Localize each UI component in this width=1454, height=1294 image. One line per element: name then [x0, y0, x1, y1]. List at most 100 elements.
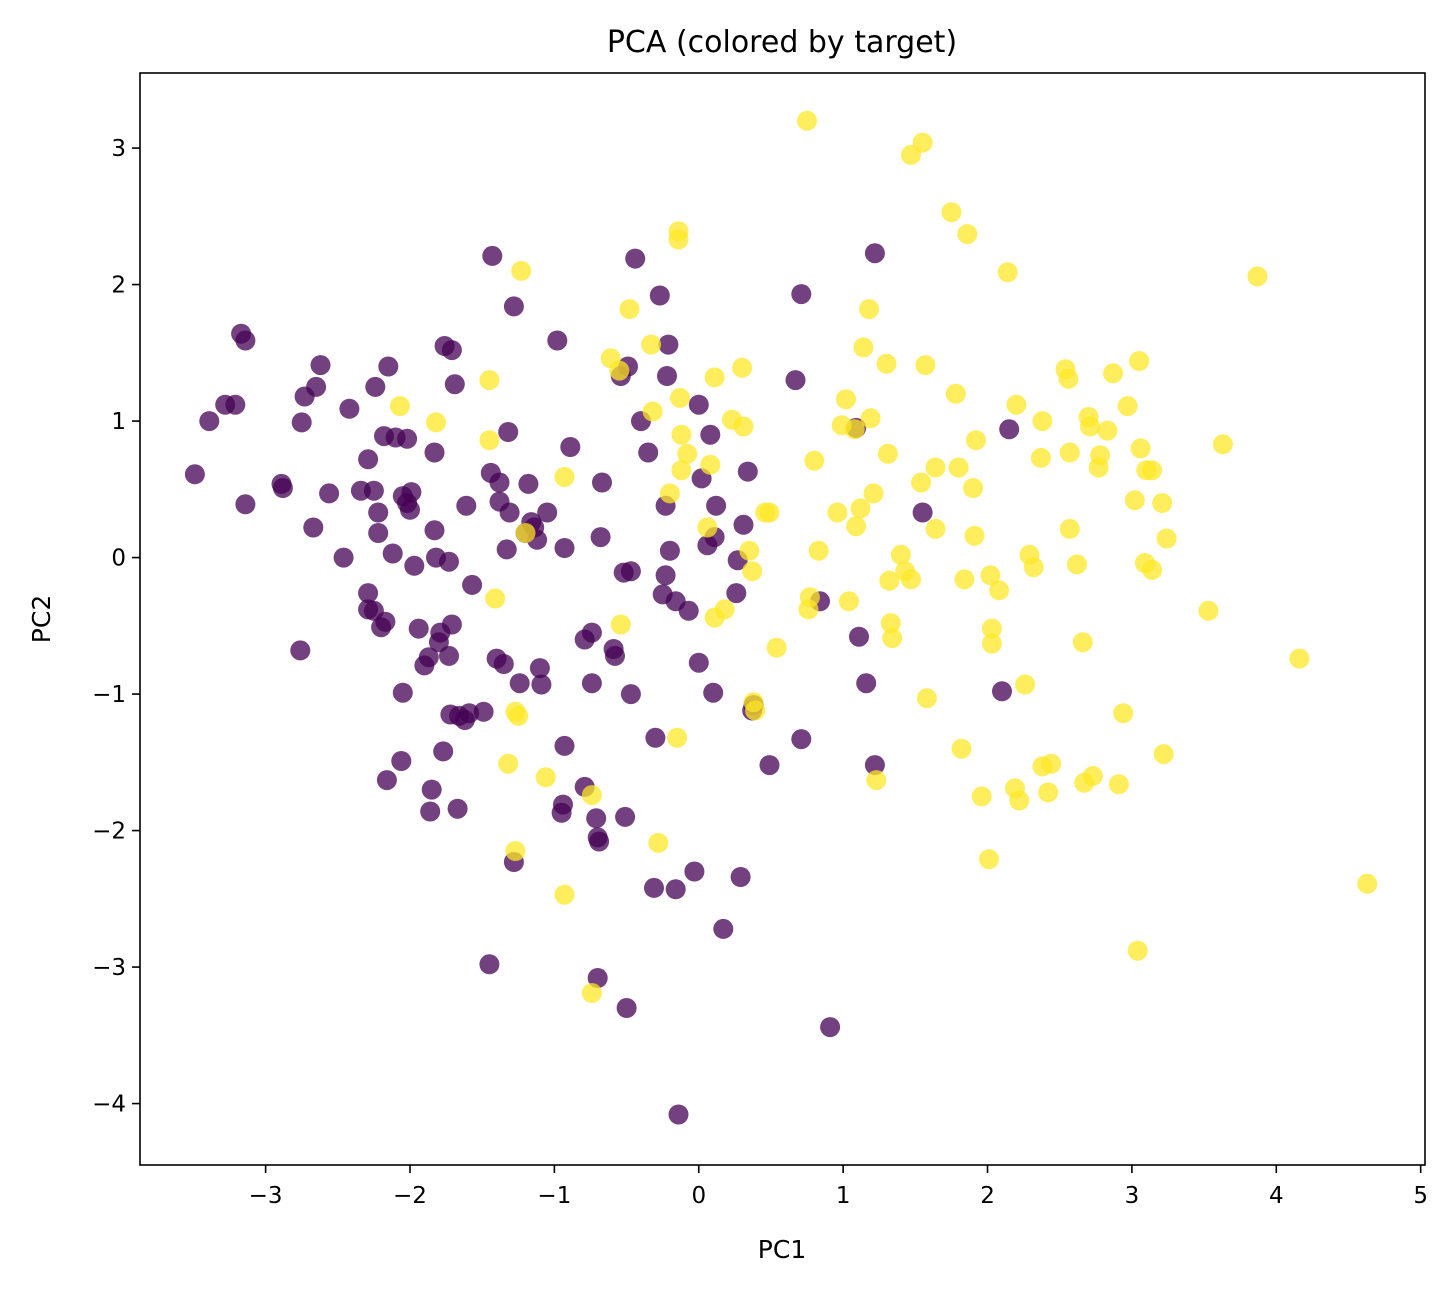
- scatter-point-class-1: [642, 401, 663, 422]
- scatter-point-class-1: [1127, 940, 1148, 961]
- scatter-point-class-0: [684, 861, 705, 882]
- scatter-point-class-1: [1090, 445, 1111, 466]
- scatter-point-class-0: [999, 419, 1020, 440]
- scatter-point-class-0: [303, 517, 324, 538]
- scatter-point-class-1: [535, 767, 556, 788]
- scatter-point-class-1: [850, 498, 871, 519]
- scatter-point-class-1: [1058, 368, 1079, 389]
- scatter-point-class-0: [849, 626, 869, 647]
- scatter-point-class-1: [426, 412, 446, 433]
- scatter-point-class-1: [479, 370, 500, 391]
- scatter-point-class-1: [971, 786, 992, 807]
- scatter-point-class-0: [726, 583, 747, 604]
- scatter-point-class-1: [1247, 266, 1268, 287]
- scatter-point-class-1: [1142, 559, 1163, 580]
- scatter-point-class-0: [785, 370, 806, 391]
- scatter-point-class-0: [441, 614, 462, 635]
- scatter-point-class-0: [439, 551, 459, 572]
- y-tick-label: −1: [92, 682, 126, 708]
- scatter-point-class-0: [537, 502, 558, 523]
- scatter-point-class-0: [503, 296, 524, 317]
- scatter-point-class-0: [408, 618, 429, 639]
- scatter-point-class-1: [505, 841, 526, 861]
- scatter-point-class-1: [581, 785, 602, 806]
- scatter-point-class-0: [498, 422, 519, 442]
- scatter-point-class-0: [678, 600, 699, 621]
- scatter-point-class-1: [1038, 782, 1059, 803]
- scatter-point-class-1: [668, 229, 689, 250]
- scatter-point-class-0: [820, 1017, 841, 1038]
- points-layer: [184, 110, 1378, 1125]
- scatter-point-class-1: [981, 618, 1002, 639]
- scatter-point-class-1: [981, 633, 1002, 654]
- scatter-point-class-0: [791, 284, 812, 305]
- scatter-point-class-1: [1113, 703, 1134, 724]
- x-axis-ticks: −3 −2 −1 0 1 2 3 4 5: [249, 1165, 1428, 1209]
- scatter-point-class-0: [657, 366, 677, 386]
- scatter-point-class-1: [797, 110, 817, 131]
- scatter-point-class-0: [649, 285, 670, 306]
- scatter-point-class-1: [766, 637, 787, 658]
- scatter-point-class-1: [844, 419, 865, 440]
- scatter-point-class-0: [589, 831, 610, 852]
- scatter-point-class-1: [1030, 447, 1051, 468]
- scatter-point-class-0: [605, 645, 625, 666]
- scatter-point-class-1: [1072, 632, 1093, 653]
- scatter-point-class-1: [1289, 648, 1310, 669]
- scatter-point-class-0: [644, 877, 664, 898]
- scatter-point-class-1: [804, 450, 825, 471]
- scatter-point-class-0: [368, 523, 389, 543]
- scatter-point-class-1: [997, 262, 1018, 283]
- scatter-point-class-1: [912, 132, 933, 153]
- scatter-point-class-1: [619, 299, 640, 320]
- scatter-point-class-0: [358, 449, 379, 470]
- scatter-point-class-1: [1082, 766, 1103, 786]
- scatter-point-class-0: [444, 374, 465, 395]
- scatter-point-class-1: [1142, 460, 1163, 481]
- scatter-point-class-0: [479, 954, 500, 975]
- scatter-point-class-1: [1152, 493, 1173, 513]
- scatter-point-class-0: [404, 555, 425, 576]
- scatter-point-class-1: [1015, 674, 1036, 695]
- scatter-point-class-1: [951, 738, 972, 759]
- scatter-point-class-1: [964, 525, 985, 546]
- scatter-point-class-0: [319, 483, 340, 504]
- y-axis-ticks: −4 −3 −2 −1 0 1 2 3: [92, 136, 140, 1118]
- scatter-point-class-1: [1059, 442, 1080, 463]
- scatter-point-class-1: [515, 523, 536, 543]
- scatter-point-class-1: [925, 518, 946, 539]
- scatter-point-class-0: [581, 673, 602, 694]
- scatter-point-class-1: [677, 443, 698, 464]
- scatter-point-class-0: [441, 340, 462, 361]
- scatter-point-class-1: [963, 478, 984, 498]
- scatter-point-class-0: [587, 968, 608, 988]
- scatter-point-class-0: [992, 681, 1012, 702]
- scatter-point-class-1: [979, 849, 999, 870]
- scatter-point-class-0: [433, 741, 454, 762]
- scatter-point-class-0: [462, 574, 483, 595]
- scatter-point-class-0: [375, 611, 396, 632]
- scatter-point-class-0: [658, 334, 679, 355]
- scatter-point-class-0: [456, 495, 477, 516]
- scatter-point-class-0: [382, 543, 403, 564]
- scatter-point-class-0: [333, 547, 354, 568]
- plot-frame: [139, 72, 1426, 1166]
- scatter-point-class-1: [989, 580, 1010, 601]
- scatter-point-class-1: [808, 540, 829, 561]
- scatter-point-class-1: [554, 884, 575, 905]
- scatter-point-class-1: [1198, 600, 1219, 621]
- scatter-point-class-0: [592, 472, 612, 493]
- scatter-point-class-0: [439, 645, 459, 666]
- scatter-point-class-1: [511, 260, 532, 281]
- scatter-point-class-1: [877, 443, 898, 464]
- scatter-point-class-0: [665, 879, 686, 900]
- scatter-point-class-0: [713, 918, 734, 939]
- scatter-point-class-0: [856, 673, 877, 694]
- x-tick-label: −3: [249, 1183, 283, 1209]
- scatter-point-class-1: [733, 416, 754, 437]
- scatter-point-class-1: [1097, 420, 1118, 441]
- scatter-point-class-0: [235, 494, 256, 515]
- scatter-point-class-0: [554, 735, 575, 756]
